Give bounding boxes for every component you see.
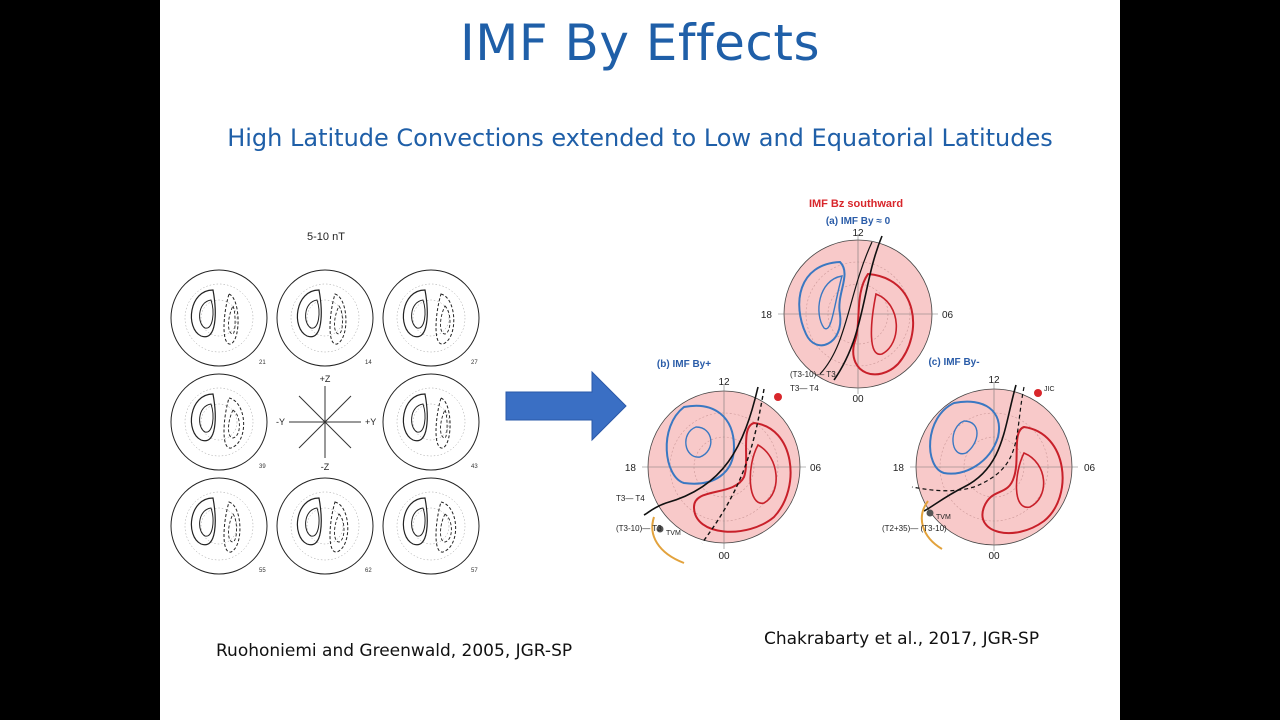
panel-number: 39	[259, 464, 266, 470]
panel-b-annot-4: (T3-10)— T3	[616, 524, 662, 533]
right-figure: IMF Bz southward (a) IMF By ≈ 0 12 18 06…	[616, 198, 1096, 564]
panel-number: 43	[471, 464, 478, 470]
axis-label-bottom: -Z	[321, 462, 330, 472]
panel-c-annot-3: JIC	[1044, 386, 1055, 393]
panel-a-hour-bottom: 00	[852, 394, 864, 405]
left-panel-grid: 21 14 27 39	[170, 269, 480, 575]
panel-c-hour-top: 12	[988, 375, 1000, 386]
convection-panel: 55	[170, 477, 268, 575]
panel-b-hour-right: 06	[810, 463, 822, 474]
panel-c-hour-bottom: 00	[988, 551, 1000, 562]
panel-a: (a) IMF By ≈ 0 12 18 06 00	[761, 216, 954, 405]
panel-a-hour-right: 06	[942, 310, 954, 321]
panel-b-hour-top: 12	[718, 377, 730, 388]
axis-label-right: +Y	[365, 417, 376, 427]
left-caption: Ruohoniemi and Greenwald, 2005, JGR-SP	[216, 641, 573, 661]
panel-c-hour-left: 18	[893, 463, 905, 474]
convection-panel: 39	[170, 373, 268, 471]
left-figure: 5-10 nT 21 14 27	[170, 231, 480, 575]
panel-c-hour-right: 06	[1084, 463, 1096, 474]
panel-a-hour-left: 18	[761, 310, 773, 321]
convection-panel: 27	[382, 269, 480, 367]
panel-number: 27	[471, 360, 478, 366]
right-arrow-icon	[505, 370, 627, 442]
left-figure-heading: 5-10 nT	[307, 231, 345, 243]
panel-b-annot-1: (T3-10)— T3	[790, 370, 836, 379]
panel-c-annot-2: TVM	[936, 514, 951, 521]
panel-b-hour-left: 18	[625, 463, 637, 474]
panel-a-label: (a) IMF By ≈ 0	[826, 216, 891, 227]
panel-b-label: (b) IMF By+	[657, 359, 711, 370]
panel-number: 55	[259, 568, 266, 574]
panel-number: 57	[471, 568, 478, 574]
panel-c: (c) IMF By- (T2+35)— (T3-10) TVM JIC 12 …	[882, 357, 1096, 562]
panel-c-annot-1: (T2+35)— (T3-10)	[882, 524, 947, 533]
panel-c-label: (c) IMF By-	[928, 357, 979, 368]
right-caption: Chakrabarty et al., 2017, JGR-SP	[764, 629, 1040, 649]
panel-b-annot-5: TVM	[666, 530, 681, 537]
panel-b: (b) IMF By+ (T3-10)— T3 T3— T4 T3— T4 (T…	[616, 359, 836, 564]
convection-panel: 43	[382, 373, 480, 471]
slide-subtitle: High Latitude Convections extended to Lo…	[227, 124, 1053, 152]
panel-b-annot-3: T3— T4	[616, 494, 645, 503]
imf-axes-diagram: +Z -Z -Y +Y	[276, 374, 376, 472]
convection-panel: 62	[276, 477, 374, 575]
axis-label-top: +Z	[320, 374, 331, 384]
panel-b-hour-bottom: 00	[718, 551, 730, 562]
panel-a-hour-top: 12	[852, 228, 864, 239]
axis-label-left: -Y	[276, 417, 285, 427]
convection-panel: 14	[276, 269, 374, 367]
slide-title: IMF By Effects	[459, 14, 821, 72]
panel-b-annot-2: T3— T4	[790, 384, 819, 393]
convection-panel: 21	[170, 269, 268, 367]
slide: IMF By Effects High Latitude Convections…	[160, 0, 1120, 720]
panel-number: 21	[259, 360, 266, 366]
panel-number: 62	[365, 568, 372, 574]
convection-panel: 57	[382, 477, 480, 575]
right-figure-heading: IMF Bz southward	[809, 198, 903, 210]
panel-number: 14	[365, 360, 372, 366]
